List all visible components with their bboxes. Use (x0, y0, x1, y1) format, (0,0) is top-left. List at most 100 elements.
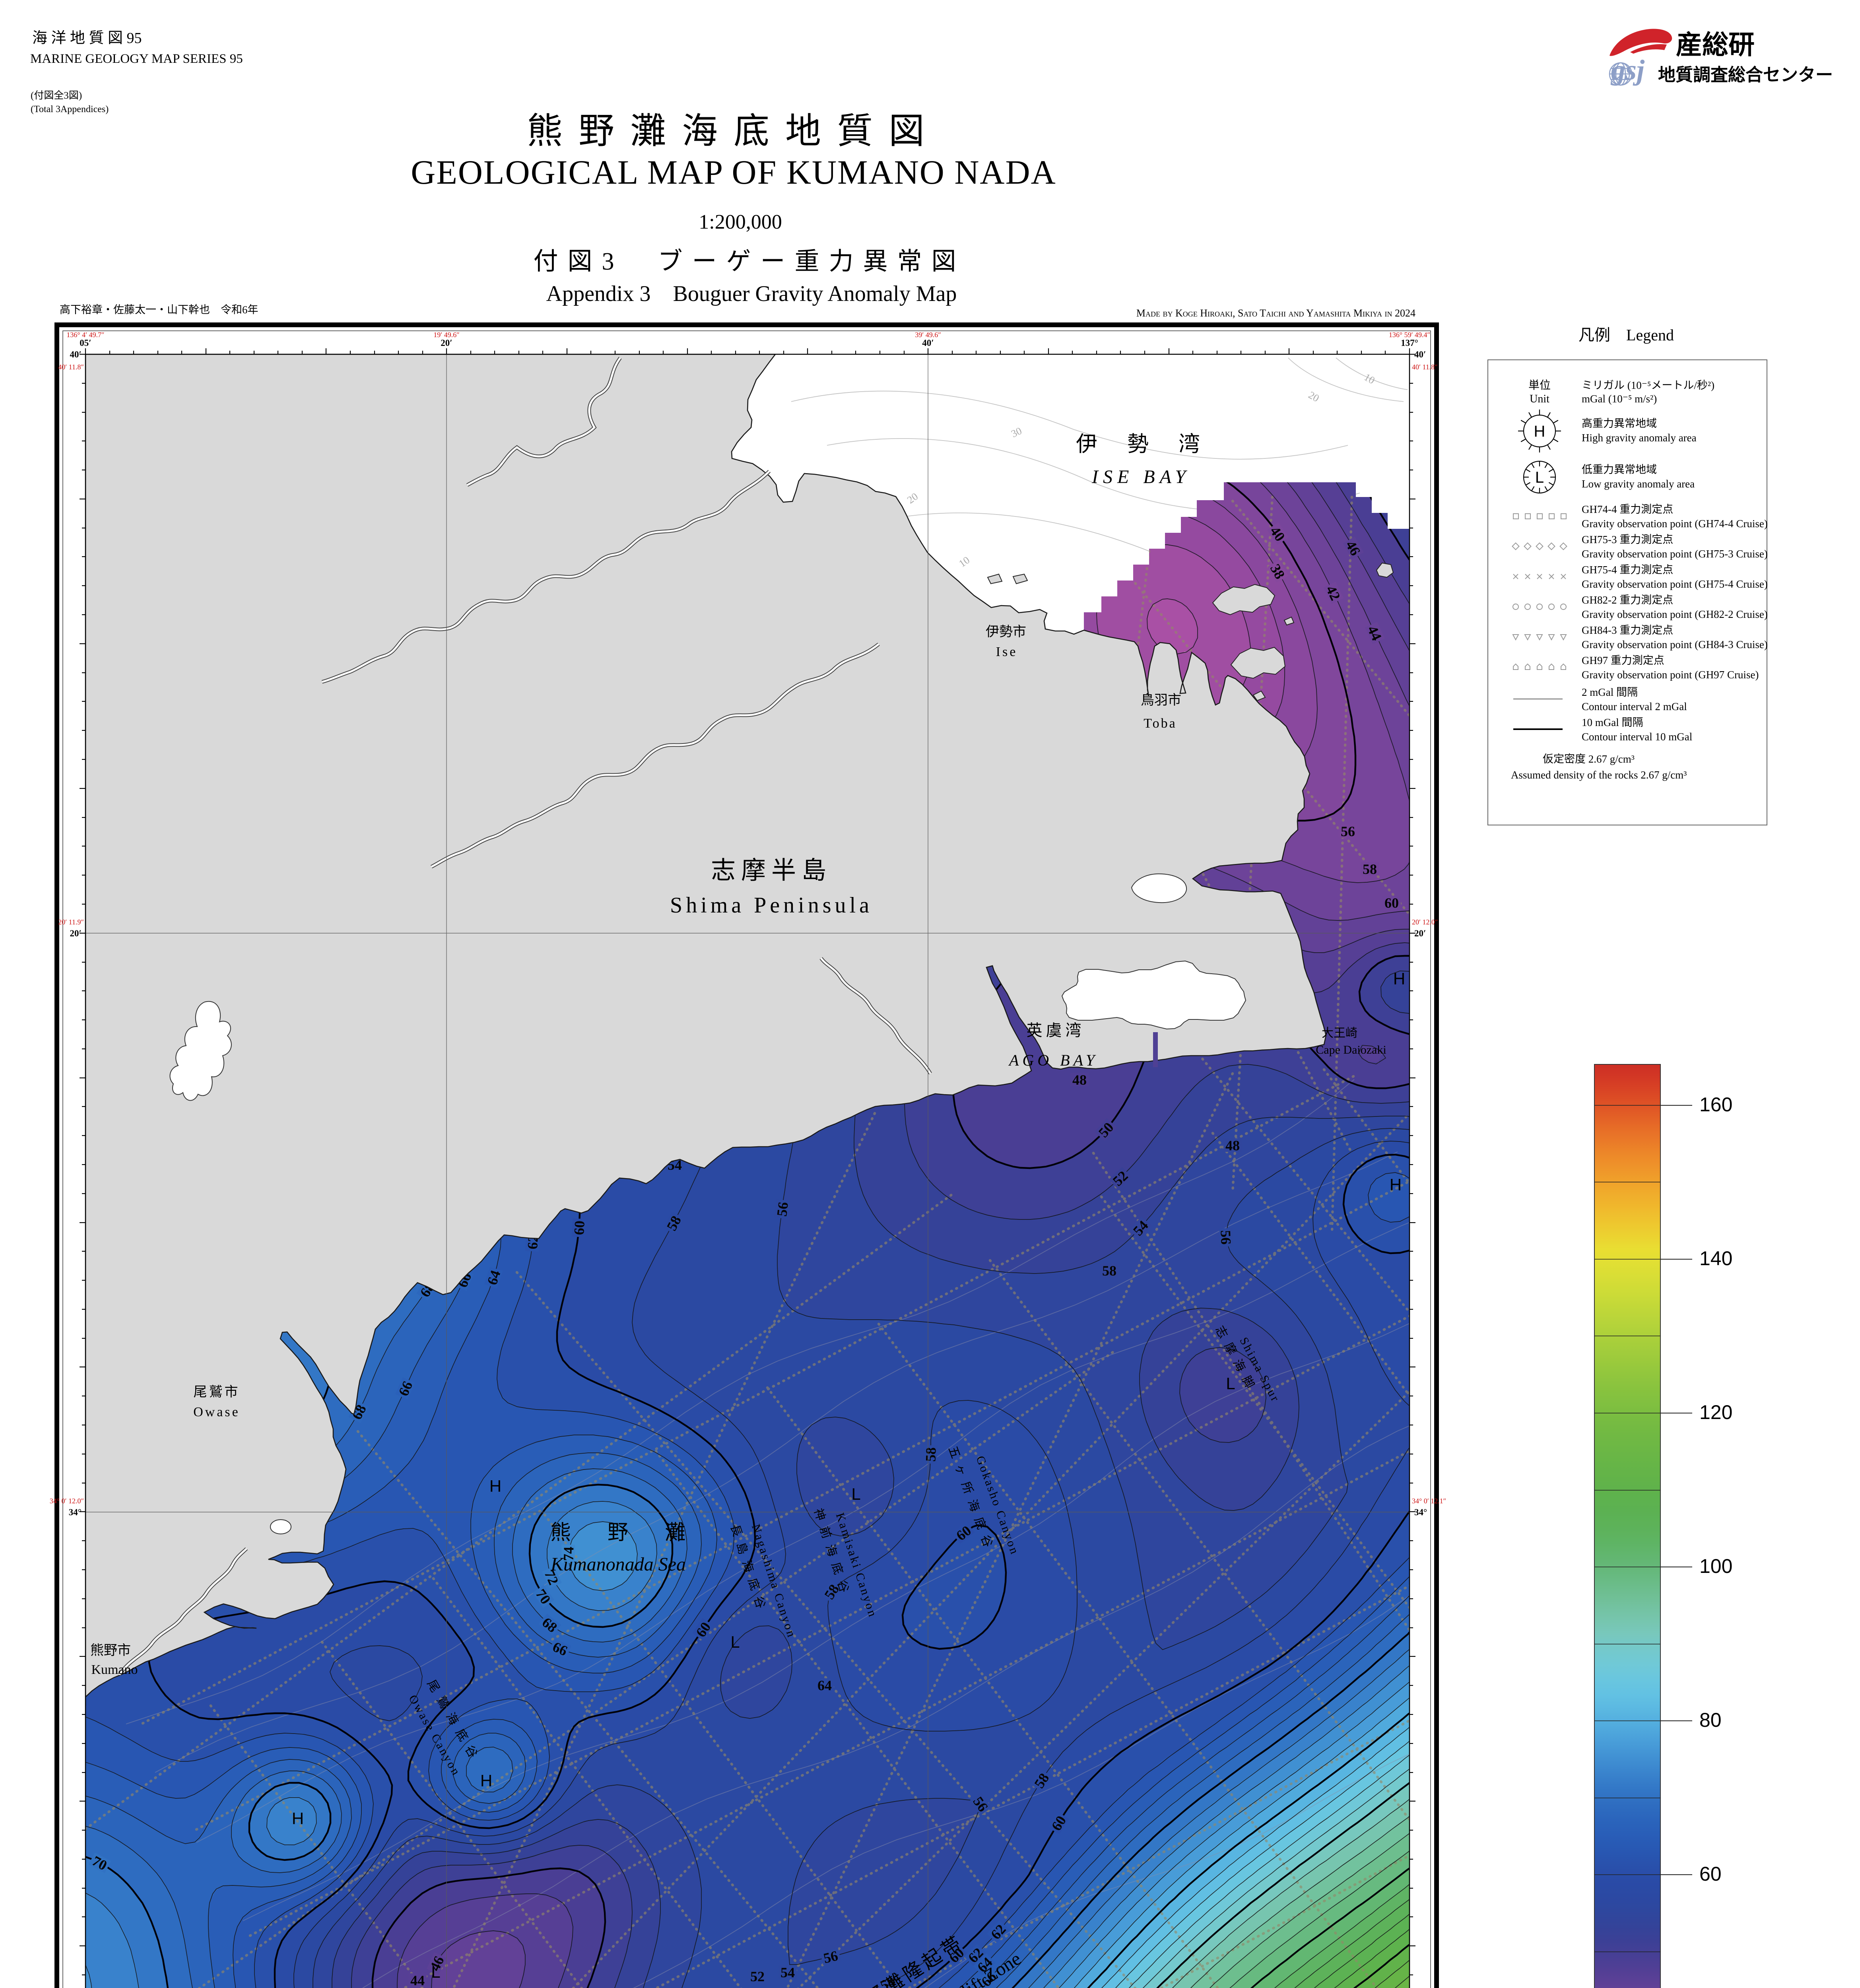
svg-text:海 洋 地 質 図 95: 海 洋 地 質 図 95 (32, 30, 142, 47)
svg-text:熊 野 灘: 熊 野 灘 (550, 1522, 694, 1544)
svg-text:74: 74 (561, 1547, 577, 1561)
svg-text:60: 60 (1384, 895, 1399, 911)
svg-text:H: H (1534, 423, 1545, 440)
svg-text:GH75-4 重力測定点: GH75-4 重力測定点 (1582, 564, 1673, 576)
svg-text:44: 44 (410, 1972, 425, 1988)
svg-text:Low gravity anomaly area: Low gravity anomaly area (1582, 478, 1695, 490)
svg-text:Toba: Toba (1144, 716, 1177, 731)
svg-text:L: L (431, 1963, 440, 1981)
svg-text:52: 52 (750, 1969, 765, 1984)
svg-text:48: 48 (1072, 1072, 1087, 1088)
svg-text:Made by Koge Hiroaki, Sato Tai: Made by Koge Hiroaki, Sato Taichi and Ya… (1136, 307, 1415, 319)
svg-text:尾鷲市: 尾鷲市 (194, 1384, 240, 1400)
svg-text:136° 59′ 49.4″: 136° 59′ 49.4″ (1389, 331, 1430, 339)
svg-text:産総研: 産総研 (1676, 30, 1755, 59)
svg-text:56: 56 (1217, 1230, 1234, 1244)
svg-text:20′: 20′ (70, 928, 82, 938)
svg-text:L: L (1535, 469, 1544, 486)
svg-text:20′: 20′ (441, 338, 452, 348)
svg-text:Owase: Owase (193, 1405, 240, 1419)
svg-text:39′ 49.6″: 39′ 49.6″ (915, 331, 941, 339)
svg-text:Ise: Ise (996, 645, 1018, 659)
svg-text:L: L (730, 1633, 740, 1651)
svg-text:10 mGal 間隔: 10 mGal 間隔 (1582, 716, 1643, 728)
svg-text:単位: 単位 (1528, 379, 1551, 392)
svg-text:Kumanonada Sea: Kumanonada Sea (550, 1554, 686, 1575)
svg-text:L: L (851, 1485, 860, 1503)
svg-text:58: 58 (922, 1447, 939, 1462)
svg-text:H: H (489, 1477, 501, 1495)
svg-text:Assumed density of the rocks 2: Assumed density of the rocks 2.67 g/cm³ (1511, 769, 1687, 781)
svg-text:60: 60 (1699, 1863, 1722, 1885)
svg-text:Gravity observation point (GH7: Gravity observation point (GH74-4 Cruise… (1582, 518, 1768, 530)
svg-text:Contour interval 2 mGal: Contour interval 2 mGal (1582, 701, 1687, 712)
svg-text:付図3 ブーゲー重力異常図: 付図3 ブーゲー重力異常図 (533, 248, 965, 275)
svg-text:大王崎: 大王崎 (1322, 1027, 1357, 1040)
svg-text:Contour interval 10 mGal: Contour interval 10 mGal (1582, 731, 1692, 743)
svg-text:60: 60 (571, 1220, 588, 1235)
svg-text:34° 0′ 12.0″: 34° 0′ 12.0″ (50, 1497, 84, 1505)
svg-text:40′: 40′ (1414, 349, 1426, 359)
svg-text:64: 64 (817, 1677, 832, 1693)
svg-text:1:200,000: 1:200,000 (699, 211, 782, 233)
svg-text:英虞湾: 英虞湾 (1027, 1021, 1085, 1039)
svg-text:ISE BAY: ISE BAY (1091, 466, 1190, 487)
svg-text:Gravity observation point (GH8: Gravity observation point (GH84-3 Cruise… (1582, 639, 1768, 650)
svg-text:H: H (1393, 969, 1405, 988)
svg-text:GH84-3 重力測定点: GH84-3 重力測定点 (1582, 624, 1673, 636)
svg-text:mGal (10⁻⁵ m/s²): mGal (10⁻⁵ m/s²) (1582, 393, 1657, 405)
svg-text:140: 140 (1699, 1247, 1732, 1270)
svg-text:19′ 49.6″: 19′ 49.6″ (433, 331, 459, 339)
svg-text:伊勢市: 伊勢市 (986, 624, 1026, 639)
svg-text:(Total 3Appendices): (Total 3Appendices) (31, 104, 109, 115)
svg-text:GEOLOGICAL MAP OF KUMANO NADA: GEOLOGICAL MAP OF KUMANO NADA (411, 153, 1056, 191)
svg-text:58: 58 (1363, 861, 1377, 877)
svg-text:Unit: Unit (1530, 393, 1549, 405)
svg-text:136° 4′ 49.7″: 136° 4′ 49.7″ (66, 331, 104, 339)
svg-text:Gravity observation point (GH9: Gravity observation point (GH97 Cruise) (1582, 669, 1759, 681)
svg-text:56: 56 (1341, 823, 1355, 839)
svg-text:ミリガル (10⁻⁵メートル/秒²): ミリガル (10⁻⁵メートル/秒²) (1582, 379, 1714, 391)
svg-text:40′: 40′ (70, 349, 82, 359)
svg-text:20′ 12.0″: 20′ 12.0″ (1412, 918, 1438, 926)
svg-text:高下裕章・佐藤太一・山下幹也 令和6年: 高下裕章・佐藤太一・山下幹也 令和6年 (60, 304, 258, 316)
svg-text:Appendix 3 Bouguer Gravity Ano: Appendix 3 Bouguer Gravity Anomaly Map (546, 282, 957, 306)
svg-text:Kumano: Kumano (91, 1662, 138, 1677)
svg-text:20′: 20′ (1414, 928, 1426, 938)
svg-text:鳥羽市: 鳥羽市 (1141, 693, 1181, 708)
svg-text:High gravity anomaly area: High gravity anomaly area (1582, 432, 1697, 444)
svg-text:志摩半島: 志摩半島 (711, 857, 832, 884)
svg-text:137°: 137° (1401, 338, 1418, 348)
svg-text:H: H (292, 1809, 304, 1828)
svg-text:Gravity observation point (GH8: Gravity observation point (GH82-2 Cruise… (1582, 608, 1768, 620)
svg-text:160: 160 (1699, 1093, 1732, 1116)
svg-text:20′ 11.9″: 20′ 11.9″ (58, 918, 84, 926)
svg-text:GH75-3 重力測定点: GH75-3 重力測定点 (1582, 534, 1673, 546)
svg-text:48: 48 (1225, 1138, 1240, 1153)
svg-text:GH97 重力測定点: GH97 重力測定点 (1582, 654, 1664, 666)
svg-text:34° 0′ 12.1″: 34° 0′ 12.1″ (1412, 1497, 1446, 1505)
svg-text:Shima Peninsula: Shima Peninsula (670, 893, 873, 918)
svg-text:H: H (1390, 1175, 1402, 1194)
svg-text:熊野灘海底地質図: 熊野灘海底地質図 (527, 112, 940, 151)
svg-text:gsj: gsj (1610, 54, 1645, 86)
svg-text:54: 54 (781, 1965, 795, 1980)
svg-text:34°: 34° (1414, 1507, 1427, 1517)
svg-text:GH74-4 重力測定点: GH74-4 重力測定点 (1582, 503, 1673, 515)
svg-text:100: 100 (1699, 1555, 1732, 1577)
svg-text:40′ 11.8″: 40′ 11.8″ (1412, 363, 1438, 371)
svg-text:40′ 11.8″: 40′ 11.8″ (58, 363, 84, 371)
svg-text:Gravity observation point (GH7: Gravity observation point (GH75-3 Cruise… (1582, 548, 1768, 560)
svg-text:地質調査総合センター: 地質調査総合センター (1658, 65, 1833, 85)
svg-text:34°: 34° (69, 1507, 82, 1517)
svg-text:伊 勢 湾: 伊 勢 湾 (1076, 432, 1206, 456)
svg-text:MARINE GEOLOGY MAP SERIES 95: MARINE GEOLOGY MAP SERIES 95 (30, 52, 243, 66)
svg-text:05′: 05′ (80, 338, 91, 348)
svg-text:H: H (480, 1771, 492, 1790)
svg-text:仮定密度 2.67 g/cm³: 仮定密度 2.67 g/cm³ (1543, 753, 1635, 765)
svg-text:Cape Daiozaki: Cape Daiozaki (1316, 1043, 1386, 1056)
svg-text:56: 56 (822, 1947, 839, 1966)
svg-text:120: 120 (1699, 1401, 1732, 1423)
svg-text:GH82-2 重力測定点: GH82-2 重力測定点 (1582, 594, 1673, 606)
svg-text:40′: 40′ (922, 338, 934, 348)
